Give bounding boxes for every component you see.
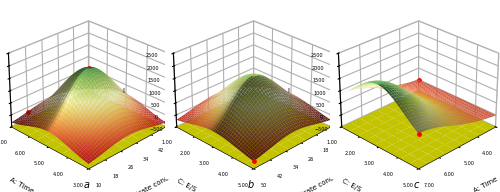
Y-axis label: C: E/S: C: E/S [176,178,197,192]
X-axis label: B: Substrate concentration: B: Substrate concentration [278,160,364,192]
X-axis label: A: Time: A: Time [473,176,498,192]
Text: c: c [414,180,419,190]
Text: b: b [248,180,254,190]
Text: a: a [83,180,89,190]
Y-axis label: C: E/S: C: E/S [341,178,362,192]
Y-axis label: A: Time: A: Time [8,176,34,192]
X-axis label: B: Substrate concentration: B: Substrate concentration [113,160,198,192]
